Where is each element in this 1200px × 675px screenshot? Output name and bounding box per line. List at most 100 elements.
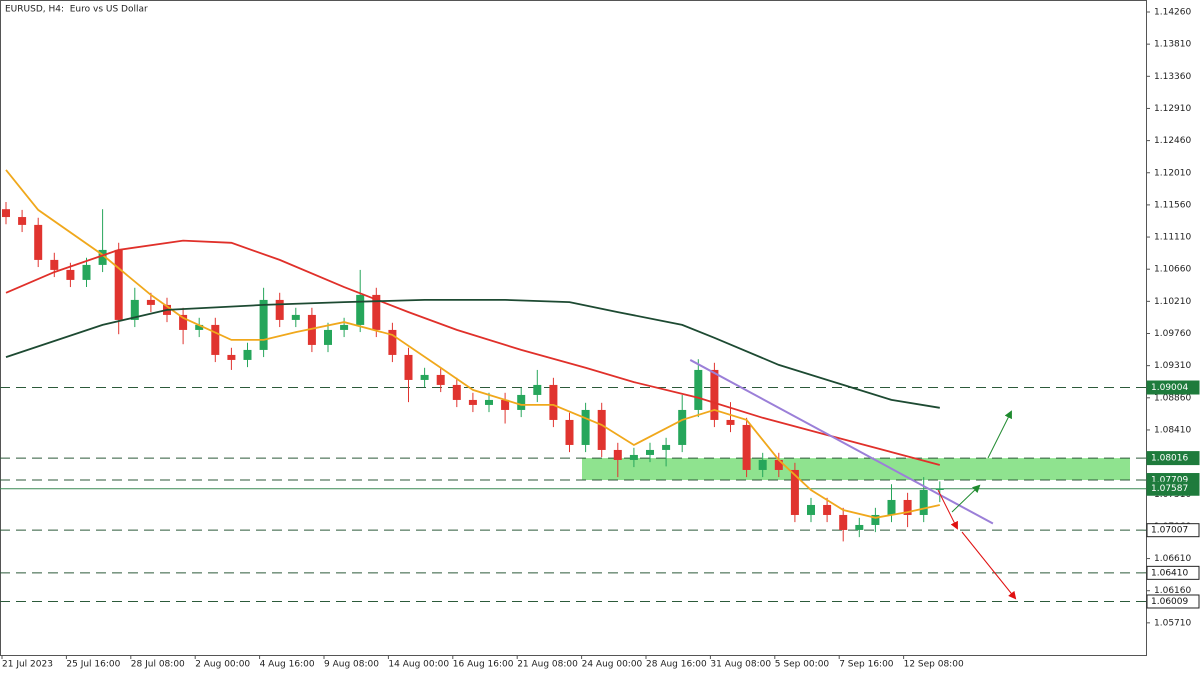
candle-body (855, 524, 864, 530)
candle-body (275, 299, 284, 320)
candle-body (646, 449, 654, 455)
candle-body (485, 399, 493, 405)
candle-body (98, 249, 107, 265)
y-tick-label: 1.10660 (1154, 265, 1191, 275)
x-tick-label: 12 Sep 08:00 (904, 660, 964, 670)
level-label-box (1146, 523, 1200, 538)
x-tick-label: 5 Sep 00:00 (775, 660, 830, 670)
candle-body (726, 419, 735, 425)
y-tick-label: 1.12910 (1154, 104, 1191, 114)
candle-body (340, 324, 349, 330)
candle-body (356, 294, 365, 325)
candle-body (404, 354, 413, 380)
y-tick-label: 1.08410 (1154, 425, 1191, 435)
candle-body (742, 424, 751, 470)
candle-body (18, 217, 27, 225)
y-tick-label: 1.06610 (1154, 554, 1191, 564)
candle-body (34, 224, 43, 260)
level-label-box (1146, 565, 1200, 580)
candle-body (179, 314, 188, 330)
moving-average (5, 239, 941, 466)
candle-body (66, 269, 75, 280)
candle-body (227, 354, 236, 360)
candle-body (710, 369, 719, 420)
candle-body (613, 449, 622, 460)
y-tick-label: 1.09310 (1154, 361, 1191, 371)
x-tick-label: 4 Aug 16:00 (260, 660, 315, 670)
candle-body (291, 314, 300, 320)
last-price-label: 1.07587 (1151, 484, 1188, 494)
candle-body (307, 314, 316, 345)
y-tick-label: 1.13360 (1154, 72, 1191, 82)
trend-line (689, 359, 994, 525)
level-label: 1.07007 (1151, 526, 1188, 536)
y-tick-label: 1.05710 (1154, 618, 1191, 628)
arrow-down (961, 531, 1017, 600)
y-tick-label: 1.08860 (1154, 393, 1191, 403)
arrow-up (951, 484, 981, 513)
candle-body (388, 329, 397, 355)
candle-body (324, 329, 332, 345)
y-tick-label: 1.06160 (1154, 586, 1191, 596)
candle-body (517, 394, 526, 410)
candle-body (468, 399, 477, 405)
x-tick-label: 7 Sep 16:00 (839, 660, 894, 670)
candle-body (259, 299, 268, 350)
moving-average (5, 299, 940, 409)
support-zone (582, 458, 1130, 481)
x-tick-label: 24 Aug 00:00 (582, 660, 643, 670)
moving-average (5, 169, 940, 519)
candle-body (436, 374, 445, 385)
arrow-down (937, 489, 958, 530)
y-tick-label: 1.10210 (1154, 297, 1191, 307)
x-tick-label: 25 Jul 16:00 (66, 660, 120, 670)
arrows (937, 410, 1017, 600)
candle-body (195, 324, 204, 330)
x-tick-label: 16 Aug 16:00 (453, 660, 514, 670)
y-tick-label: 1.14260 (1154, 8, 1191, 18)
candle-body (662, 444, 671, 450)
level-label: 1.07709 (1151, 476, 1188, 486)
candle-body (823, 504, 832, 515)
candle-body (774, 459, 783, 470)
arrow-up (987, 410, 1012, 459)
candle-body (211, 324, 220, 355)
candle-body (501, 399, 510, 410)
y-tick-label: 1.11110 (1154, 233, 1191, 243)
candle-body (130, 299, 139, 320)
plot-frame (0, 0, 1147, 656)
x-tick-label: 31 Aug 08:00 (710, 660, 771, 670)
level-label: 1.06009 (1151, 597, 1188, 607)
x-tick-label: 14 Aug 00:00 (388, 660, 449, 670)
level-label-box (1146, 451, 1200, 466)
candle-body (887, 499, 896, 515)
candle-body (452, 384, 461, 400)
candle-body (243, 349, 252, 360)
candle-body (372, 294, 381, 330)
x-tick-label: 21 Jul 2023 (2, 660, 53, 670)
candle-body (790, 469, 799, 515)
x-tick-label: 28 Jul 08:00 (131, 660, 185, 670)
candle-body (549, 384, 558, 420)
candle-body (694, 369, 703, 410)
y-tick-label: 1.11560 (1154, 200, 1191, 210)
candle-body (146, 299, 155, 305)
candle-body (114, 249, 123, 320)
candle-body (565, 419, 574, 445)
y-tick-label: 1.12460 (1154, 136, 1191, 146)
candle-body (871, 514, 880, 525)
level-label: 1.09004 (1151, 383, 1188, 393)
level-label-box (1146, 380, 1200, 395)
chart-title: EURUSD, H4: Euro vs US Dollar (5, 5, 148, 15)
candle-body (597, 409, 606, 450)
candle-body (919, 489, 928, 515)
candle-body (839, 514, 848, 530)
x-tick-label: 28 Aug 16:00 (646, 660, 707, 670)
candle-body (678, 409, 687, 445)
last-price-label-box (1146, 481, 1200, 496)
candle-body (629, 454, 638, 460)
candle-body (420, 374, 429, 380)
level-label: 1.08016 (1151, 454, 1188, 464)
candle-body (50, 259, 59, 270)
